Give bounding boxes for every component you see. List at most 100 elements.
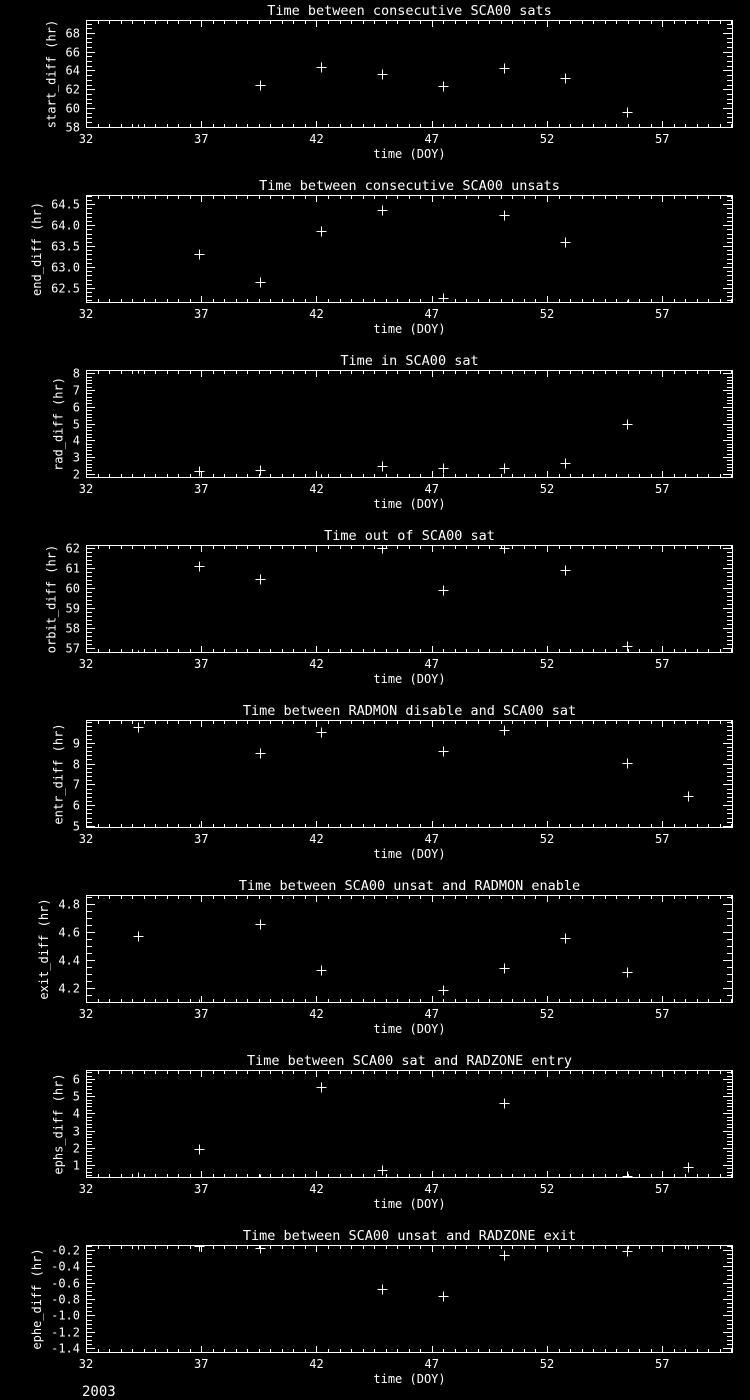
x-axis-label: time (DOY): [373, 1372, 445, 1386]
data-points: [133, 919, 633, 1003]
axis-ticks: [86, 896, 732, 1003]
data-point-marker: [683, 1162, 694, 1173]
x-tick-label: 47: [425, 657, 439, 671]
plot-border: [86, 1070, 733, 1178]
x-tick-label: 57: [655, 482, 669, 496]
data-point-marker: [438, 293, 449, 303]
data-point-marker: [683, 791, 694, 802]
axis-ticks: [86, 1246, 732, 1353]
data-point-marker: [194, 466, 205, 477]
data-point-marker: [138, 370, 139, 374]
x-tick-label: 42: [309, 832, 323, 846]
y-tick-label: 4: [73, 434, 80, 448]
x-tick-label: 57: [655, 1007, 669, 1021]
scatter-panel: -1.4 -1.2 -1.0 -0.8 -0.6 -0.4 -0.2 32 37 42 47 52 57…: [0, 1225, 750, 1400]
data-point-marker: [499, 963, 510, 974]
plot-border: [86, 370, 733, 478]
x-tick-label: 57: [655, 1182, 669, 1196]
x-axis-label: time (DOY): [373, 1022, 445, 1036]
x-tick-label: 52: [540, 482, 554, 496]
panel-title: Time between consecutive SCA00 unsats: [259, 178, 560, 194]
panel-title: Time between SCA00 unsat and RADMON enab…: [239, 878, 580, 894]
y-tick-label: 7: [73, 384, 80, 398]
x-tick-label: 32: [79, 1182, 93, 1196]
x-tick-label: 47: [425, 832, 439, 846]
y-tick-label: 5: [73, 1090, 80, 1104]
plot-canvas: 58 60 62 64 66 68 32 37 42 47 52 57 Time between con…: [0, 0, 750, 175]
x-tick-label: 42: [309, 482, 323, 496]
data-point-marker: [255, 574, 266, 585]
y-tick-label: 7: [73, 778, 80, 792]
panel-title: Time between SCA00 sat and RADZONE entry: [247, 1053, 572, 1069]
data-point-marker: [688, 1245, 689, 1250]
y-tick-label: 4.2: [58, 982, 80, 996]
x-tick-label: 37: [194, 307, 208, 321]
x-axis-label: time (DOY): [373, 847, 445, 861]
scatter-panel: 57 58 59 60 61 62 32 37 42 47 52 57 Time out of SCA0…: [0, 525, 750, 700]
data-point-marker: [377, 1284, 388, 1295]
data-point-marker: [622, 419, 633, 430]
y-tick-label: -0.6: [51, 1277, 80, 1291]
y-tick-label: 6: [73, 799, 80, 813]
y-tick-label: 6: [73, 1073, 80, 1087]
axis-ticks: [86, 721, 732, 827]
scatter-panel: 2 3 4 5 6 7 8 32 37 42 47 52 57 Time in SCA00 sat time…: [0, 350, 750, 525]
axis-ticks: [86, 370, 732, 478]
y-tick-label: -0.8: [51, 1293, 80, 1307]
data-point-marker: [316, 226, 327, 237]
y-tick-label: 4.8: [58, 898, 80, 912]
data-point-marker: [194, 561, 205, 572]
scatter-panel: 62.5 63.0 63.5 64.0 64.5 32 37 42 47 52 57 Time bet…: [0, 175, 750, 350]
y-tick-label: 6: [73, 401, 80, 415]
x-tick-label: 47: [425, 1357, 439, 1371]
data-point-marker: [377, 545, 388, 554]
data-point-marker: [499, 545, 510, 554]
plot-canvas: 5 6 7 8 9 32 37 42 47 52 57 Time between RADMON dis…: [0, 700, 750, 875]
data-points: [138, 545, 633, 653]
x-axis-label: time (DOY): [373, 1197, 445, 1211]
x-tick-label: 42: [309, 307, 323, 321]
y-axis-label: ephs_diff (hr): [52, 1073, 66, 1174]
x-tick-label: 57: [655, 132, 669, 146]
y-tick-label: 64.5: [51, 198, 80, 212]
plot-canvas: 4.2 4.4 4.6 4.8 32 37 42 47 52 57 Time between SCA…: [0, 875, 750, 1050]
x-axis-label: time (DOY): [373, 672, 445, 686]
data-point-marker: [316, 62, 327, 73]
y-tick-label: 4.4: [58, 954, 80, 968]
panel-title: Time between SCA00 unsat and RADZONE exi…: [243, 1228, 576, 1244]
data-point-marker: [622, 758, 633, 769]
x-tick-label: 57: [655, 307, 669, 321]
x-tick-label: 32: [79, 1007, 93, 1021]
year-label: 2003: [82, 1384, 116, 1400]
x-tick-label: 52: [540, 1357, 554, 1371]
data-points: [133, 1082, 694, 1178]
data-points: [138, 370, 633, 478]
x-tick-label: 37: [194, 1182, 208, 1196]
y-axis-label: start_diff (hr): [44, 20, 58, 128]
axis-ticks: [86, 546, 732, 653]
y-tick-label: -0.4: [51, 1260, 80, 1274]
plot-border: [86, 20, 733, 128]
x-tick-label: 32: [79, 482, 93, 496]
data-point-marker: [138, 195, 139, 199]
x-tick-label: 47: [425, 482, 439, 496]
y-tick-label: 68: [66, 27, 80, 41]
x-tick-label: 37: [194, 482, 208, 496]
data-point-marker: [255, 919, 266, 930]
data-point-marker: [560, 73, 571, 84]
x-tick-label: 57: [655, 657, 669, 671]
x-tick-label: 42: [309, 1007, 323, 1021]
y-tick-label: 64: [66, 64, 80, 78]
scatter-panel: 4.2 4.4 4.6 4.8 32 37 42 47 52 57 Time between SCA…: [0, 875, 750, 1050]
y-tick-label: 62.5: [51, 282, 80, 296]
y-tick-label: 5: [73, 820, 80, 834]
y-tick-label: 63.5: [51, 240, 80, 254]
x-tick-label: 42: [309, 132, 323, 146]
x-tick-label: 52: [540, 1007, 554, 1021]
data-points: [138, 195, 628, 303]
data-point-marker: [560, 565, 571, 576]
x-tick-label: 37: [194, 1007, 208, 1021]
data-point-marker: [255, 277, 266, 288]
data-point-marker: [560, 237, 571, 248]
data-point-marker: [622, 1171, 633, 1178]
